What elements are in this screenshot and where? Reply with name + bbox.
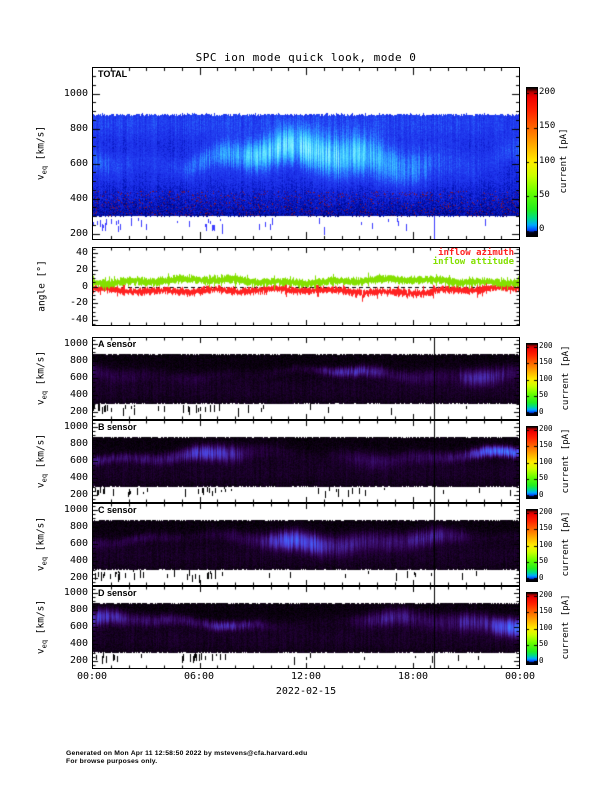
- colorbar-tick-label: 50: [539, 639, 549, 649]
- y-tick-label-sensor-d: 600: [69, 621, 88, 633]
- sensor-d-y-axis-label: veq [km/s]: [35, 599, 49, 655]
- colorbar-tick-label: 0: [539, 572, 544, 582]
- y-tick-label-total: 600: [69, 157, 88, 169]
- colorbar-tick-label: 200: [539, 423, 553, 433]
- inflow-angle-panel: [92, 247, 520, 326]
- x-tick-label: 00:00: [504, 671, 536, 682]
- sensor-c-canvas: [93, 504, 519, 585]
- y-tick-label-total: 200: [69, 227, 88, 239]
- y-tick-label-angle: 20: [75, 263, 88, 275]
- sensor-c-label: C sensor: [98, 505, 137, 515]
- y-tick-label-sensor-a: 400: [69, 389, 88, 401]
- colorbar-tick-label: 150: [539, 357, 553, 367]
- y-tick-label-sensor-c: 1000: [63, 503, 88, 515]
- colorbar-tick-label: 100: [539, 155, 556, 166]
- x-tick-label: 06:00: [183, 671, 215, 682]
- sensor-c-y-axis-label: veq [km/s]: [35, 516, 49, 572]
- total-y-axis-label: veq [km/s]: [35, 125, 49, 181]
- footer-generated-line: Generated on Mon Apr 11 12:58:50 2022 by…: [66, 750, 308, 757]
- y-tick-label-angle: 40: [75, 247, 88, 259]
- y-tick-label-angle: -40: [69, 313, 88, 325]
- x-tick-label: 00:00: [76, 671, 108, 682]
- y-tick-label-sensor-b: 200: [69, 489, 88, 501]
- y-tick-label-sensor-b: 400: [69, 472, 88, 484]
- total-colorbar: [526, 87, 538, 237]
- colorbar-tick-label: 200: [539, 340, 553, 350]
- colorbar-tick-label: 100: [539, 539, 553, 549]
- y-tick-label-sensor-d: 1000: [63, 586, 88, 598]
- colorbar-tick-label: 50: [539, 556, 549, 566]
- legend-inflow-attitude: inflow attitude: [432, 257, 514, 267]
- angle-y-axis-label: angle [°]: [36, 260, 48, 312]
- y-tick-label-sensor-b: 600: [69, 455, 88, 467]
- y-tick-label-sensor-c: 600: [69, 538, 88, 550]
- sensor-a-panel: [92, 337, 520, 420]
- total-panel-label: TOTAL: [98, 69, 128, 79]
- colorbar-tick-label: 0: [539, 489, 544, 499]
- colorbar-tick-label: 0: [539, 224, 545, 235]
- sensor-a-canvas: [93, 338, 519, 419]
- x-tick-label: 18:00: [397, 671, 429, 682]
- colorbar-tick-label: 200: [539, 86, 556, 97]
- y-tick-label-total: 1000: [63, 87, 88, 99]
- sensor-b-colorbar: [526, 426, 538, 499]
- colorbar-tick-label: 150: [539, 523, 553, 533]
- colorbar-tick-label: 150: [539, 606, 553, 616]
- y-tick-label-angle: 0: [81, 280, 88, 292]
- colorbar-tick-label: 50: [539, 189, 550, 200]
- colorbar-tick-label: 100: [539, 456, 553, 466]
- total-spectrogram-panel: [92, 67, 520, 240]
- footer-browse-line: For browse purposes only.: [66, 758, 158, 765]
- sensor-c-panel: [92, 503, 520, 586]
- sensor-a-label: A sensor: [98, 339, 137, 349]
- colorbar-tick-label: 50: [539, 473, 549, 483]
- y-tick-label-total: 400: [69, 192, 88, 204]
- sensor-a-y-axis-label: veq [km/s]: [35, 350, 49, 406]
- y-tick-label-sensor-a: 200: [69, 406, 88, 418]
- y-tick-label-sensor-d: 400: [69, 638, 88, 650]
- colorbar-tick-label: 0: [539, 655, 544, 665]
- sensor-b-canvas: [93, 421, 519, 502]
- colorbar-tick-label: 0: [539, 406, 544, 416]
- y-tick-label-angle: -20: [69, 297, 88, 309]
- y-tick-label-total: 800: [69, 122, 88, 134]
- legend-inflow-azimuth: inflow azimuth: [438, 248, 514, 258]
- sensor-d-panel: [92, 586, 520, 669]
- colorbar-tick-label: 150: [539, 440, 553, 450]
- colorbar-tick-label: 100: [539, 373, 553, 383]
- x-tick-label: 12:00: [290, 671, 322, 682]
- colorbar-tick-label: 200: [539, 506, 553, 516]
- total-spectrogram-canvas: [93, 68, 519, 239]
- y-tick-label-sensor-a: 600: [69, 372, 88, 384]
- sensor-d-colorbar: [526, 592, 538, 665]
- y-tick-label-sensor-c: 200: [69, 572, 88, 584]
- colorbar-tick-label: 50: [539, 390, 549, 400]
- y-tick-label-sensor-a: 800: [69, 355, 88, 367]
- y-tick-label-sensor-d: 800: [69, 604, 88, 616]
- sensor-c-colorbar: [526, 509, 538, 582]
- sensor-b-y-axis-label: veq [km/s]: [35, 433, 49, 489]
- sensor-b-label: B sensor: [98, 422, 137, 432]
- sensor-a-colorbar: [526, 343, 538, 416]
- y-tick-label-sensor-b: 1000: [63, 420, 88, 432]
- colorbar-tick-label: 100: [539, 622, 553, 632]
- y-tick-label-sensor-c: 400: [69, 555, 88, 567]
- sensor-d-label: D sensor: [98, 588, 137, 598]
- y-tick-label-sensor-a: 1000: [63, 337, 88, 349]
- inflow-angle-canvas: [93, 248, 519, 325]
- plot-title: SPC ion mode quick look, mode 0: [195, 51, 417, 64]
- sensor-d-canvas: [93, 587, 519, 668]
- y-tick-label-sensor-c: 800: [69, 521, 88, 533]
- colorbar-tick-label: 200: [539, 589, 553, 599]
- y-tick-label-sensor-b: 800: [69, 438, 88, 450]
- y-tick-label-sensor-d: 200: [69, 655, 88, 667]
- sensor-b-panel: [92, 420, 520, 503]
- x-axis-date-label: 2022-02-15: [275, 686, 337, 697]
- colorbar-tick-label: 150: [539, 121, 556, 132]
